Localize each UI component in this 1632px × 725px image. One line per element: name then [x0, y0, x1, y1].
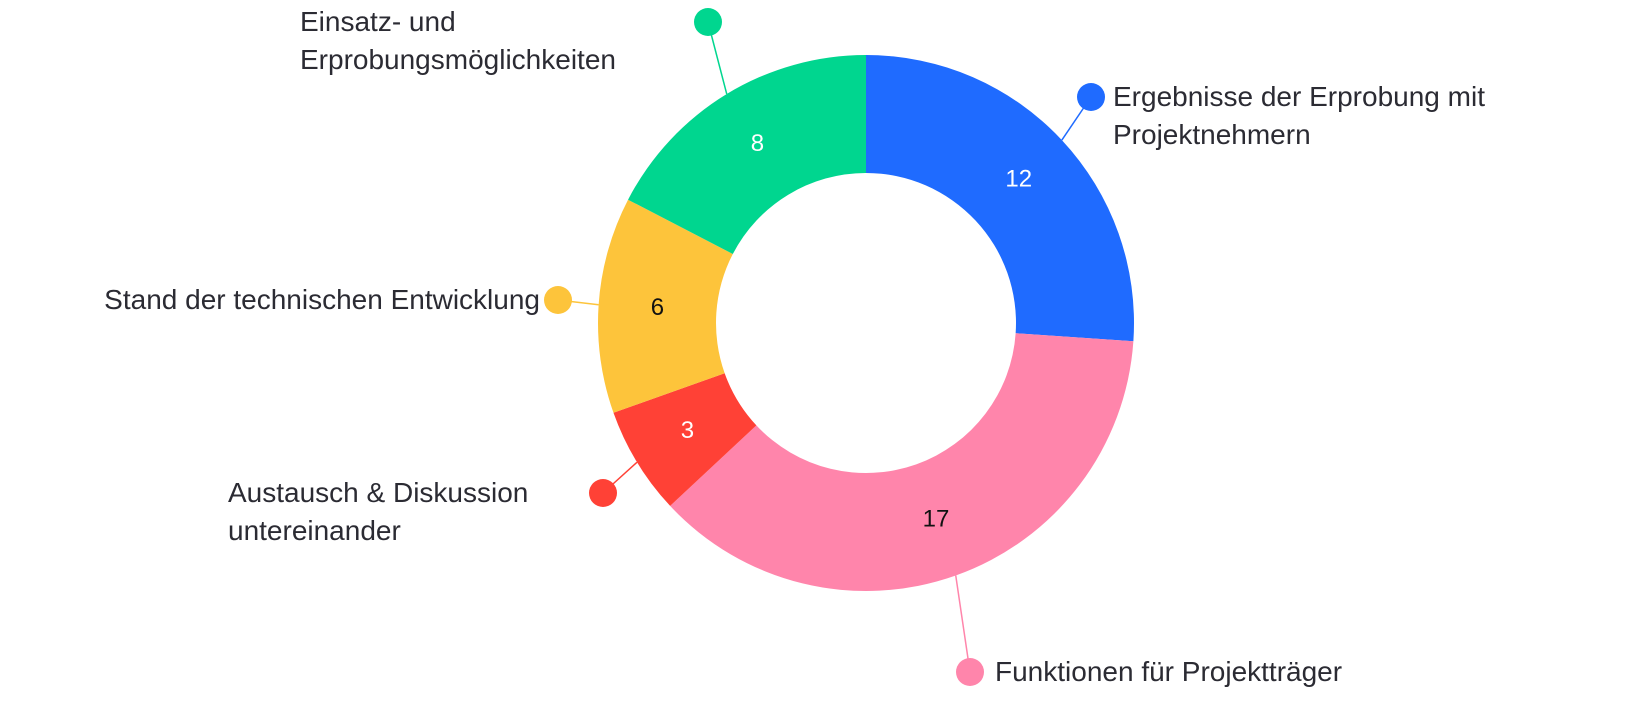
donut-segment: [613, 373, 757, 506]
category-label: Einsatz- und Erprobungsmöglichkeiten: [300, 6, 616, 75]
legend-dot: [589, 479, 617, 507]
value-label: 8: [751, 130, 764, 157]
category-label: Funktionen für Projektträger: [995, 656, 1343, 687]
donut-segment: [598, 199, 733, 413]
value-label: 12: [1005, 166, 1032, 193]
category-label: Austausch & Diskussion untereinander: [228, 477, 529, 546]
donut-segment: [628, 55, 866, 254]
legend-dot: [1077, 83, 1105, 111]
category-label: Stand der technischen Entwicklung: [104, 284, 540, 315]
donut-segment: [866, 55, 1134, 342]
value-label: 17: [923, 505, 950, 532]
value-label: 3: [681, 417, 694, 444]
value-label: 6: [651, 294, 664, 321]
leader-line: [955, 575, 971, 673]
donut-segment: [670, 333, 1134, 591]
legend-dot: [544, 286, 572, 314]
legend-dot: [956, 658, 984, 686]
category-label: Ergebnisse der Erprobung mit Projektnehm…: [1113, 81, 1485, 150]
legend-dot: [694, 8, 722, 36]
